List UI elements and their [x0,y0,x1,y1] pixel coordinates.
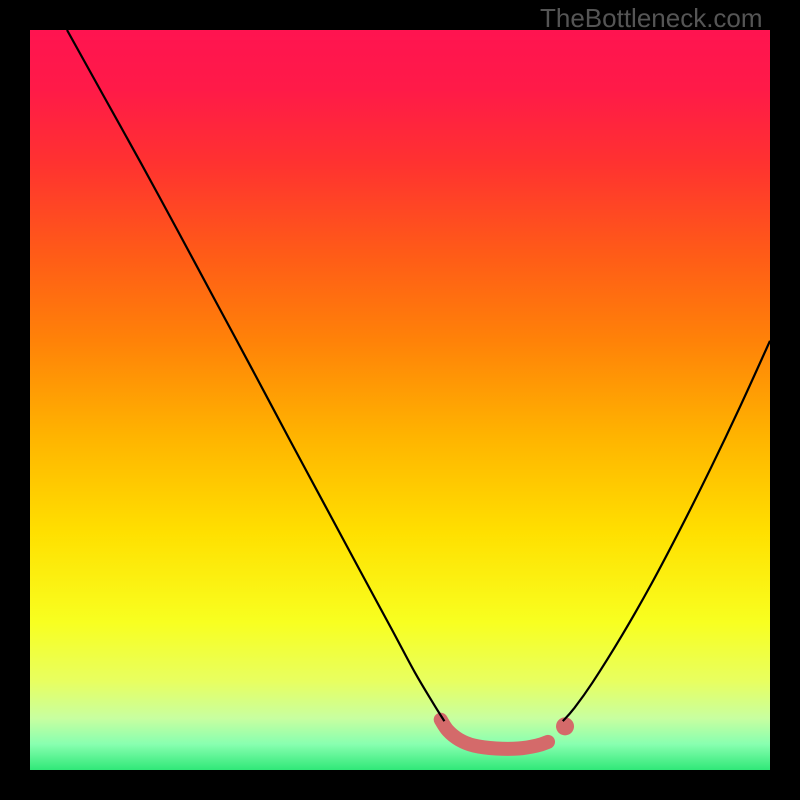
plot-svg [30,30,770,770]
gradient-background [30,30,770,770]
plot-area [30,30,770,770]
watermark-text: TheBottleneck.com [540,3,763,34]
